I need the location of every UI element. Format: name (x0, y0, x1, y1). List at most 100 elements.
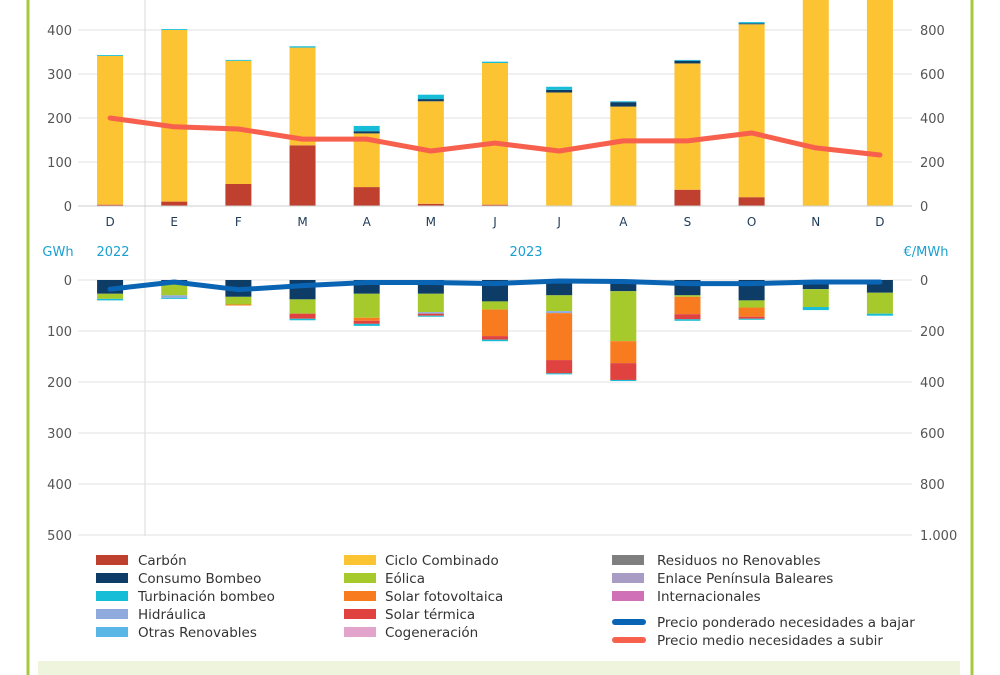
y-tick-left: 0 (64, 274, 72, 289)
bar-turbinación-bombeo (546, 86, 573, 90)
legend-swatch (612, 573, 644, 583)
legend-swatch (344, 609, 376, 619)
bar-turbinación-bombeo (353, 125, 380, 132)
unit-right: €/MWh (904, 245, 949, 260)
bar-solar-fotovoltaica (482, 309, 508, 337)
bar-consumo-bombeo (738, 23, 765, 25)
bar-carbón (97, 204, 124, 206)
y-tick-left: 200 (47, 112, 72, 127)
bar-eólica (417, 293, 444, 313)
bar-ciclo-combinado (674, 63, 701, 190)
x-tick: O (747, 215, 756, 229)
bar-eólica (674, 295, 701, 297)
bar-eólica (546, 295, 573, 312)
bar-turbinación-bombeo (802, 307, 829, 311)
bar-hidráulica (417, 312, 444, 314)
bar-eólica (802, 289, 829, 308)
legend-label: Otras Renovables (138, 625, 257, 641)
bar-carbón (417, 203, 444, 206)
bar-carbón (738, 197, 765, 206)
legend-label: Precio medio necesidades a subir (657, 633, 883, 649)
bar-turbinación-bombeo (417, 94, 444, 100)
y-tick-right: 800 (920, 24, 945, 39)
bar-eólica (482, 301, 508, 310)
bar-solar-térmica (353, 320, 380, 324)
bar-carbón (161, 201, 188, 206)
y-tick-right: 600 (920, 427, 945, 442)
bar-consumo-bombeo (802, 280, 829, 290)
bar-carbón (289, 145, 316, 206)
legend-swatch (96, 555, 128, 565)
bottom-band (38, 661, 960, 675)
legend-label: Enlace Península Baleares (657, 571, 833, 587)
legend-label: Solar térmica (385, 607, 475, 623)
bar-eólica (610, 291, 637, 342)
bar-solar-térmica (546, 360, 573, 374)
bar-ciclo-combinado (289, 47, 316, 146)
x-tick: N (811, 215, 820, 229)
x-tick: S (684, 215, 692, 229)
legend-label: Residuos no Renovables (657, 553, 821, 569)
legend-label: Internacionales (657, 589, 761, 605)
bar-turbinación-bombeo (161, 29, 188, 30)
y-tick-right: 0 (920, 274, 928, 289)
bar-ciclo-combinado (866, 0, 893, 206)
bar-consumo-bombeo (610, 102, 637, 107)
bar-turbinación-bombeo (674, 59, 701, 61)
bar-ciclo-combinado (225, 60, 252, 184)
bar-eólica (353, 293, 380, 318)
bar-ciclo-combinado (738, 24, 765, 198)
legend-swatch (612, 555, 644, 565)
bar-eólica (738, 300, 765, 308)
legend-swatch (96, 591, 128, 601)
x-tick: M (426, 215, 436, 229)
y-tick-right: 1.000 (920, 529, 957, 544)
x-tick: F (235, 215, 242, 229)
bar-hidráulica (161, 295, 188, 298)
y-tick-left: 0 (64, 200, 72, 215)
y-tick-left: 200 (47, 376, 72, 391)
bar-eólica (866, 292, 893, 314)
bar-turbinación-bombeo (610, 101, 637, 103)
bar-turbinación-bombeo (866, 313, 893, 316)
y-tick-right: 600 (920, 68, 945, 83)
legend-label: Carbón (138, 553, 187, 569)
legend-swatch (612, 591, 644, 601)
bar-ciclo-combinado (610, 106, 637, 206)
bar-turbinación-bombeo (738, 22, 765, 24)
y-tick-left: 100 (47, 325, 72, 340)
x-tick: D (875, 215, 884, 229)
bar-solar-térmica (610, 363, 637, 380)
bar-consumo-bombeo (546, 89, 573, 93)
y-tick-left: 400 (47, 24, 72, 39)
bar-consumo-bombeo (417, 99, 444, 102)
bar-hidráulica (546, 311, 573, 314)
bar-solar-fotovoltaica (353, 317, 380, 321)
legend-swatch (96, 573, 128, 583)
x-tick: J (556, 215, 561, 229)
year-label: 2022 (96, 245, 129, 260)
bar-solar-fotovoltaica (674, 296, 701, 315)
bar-consumo-bombeo (353, 131, 380, 134)
bar-turbinación-bombeo (161, 297, 188, 299)
legend-label: Eólica (385, 571, 425, 587)
bar-ciclo-combinado (482, 63, 508, 205)
bar-turbinación-bombeo (97, 298, 124, 301)
y-tick-left: 400 (47, 478, 72, 493)
bar-ciclo-combinado (161, 30, 188, 202)
bar-turbinación-bombeo (289, 318, 316, 321)
bar-carbón (674, 189, 701, 206)
bar-ciclo-combinado (97, 55, 124, 205)
bar-turbinación-bombeo (674, 319, 701, 321)
y-tick-left: 500 (47, 529, 72, 544)
bar-solar-térmica (482, 336, 508, 340)
legend-swatch (96, 627, 128, 637)
x-tick: E (170, 215, 178, 229)
bar-carbón (225, 184, 252, 206)
legend-label: Precio ponderado necesidades a bajar (657, 615, 915, 631)
bar-solar-térmica (738, 316, 765, 319)
bar-solar-fotovoltaica (225, 304, 252, 306)
legend-label: Consumo Bombeo (138, 571, 261, 587)
bar-solar-fotovoltaica (546, 313, 573, 361)
